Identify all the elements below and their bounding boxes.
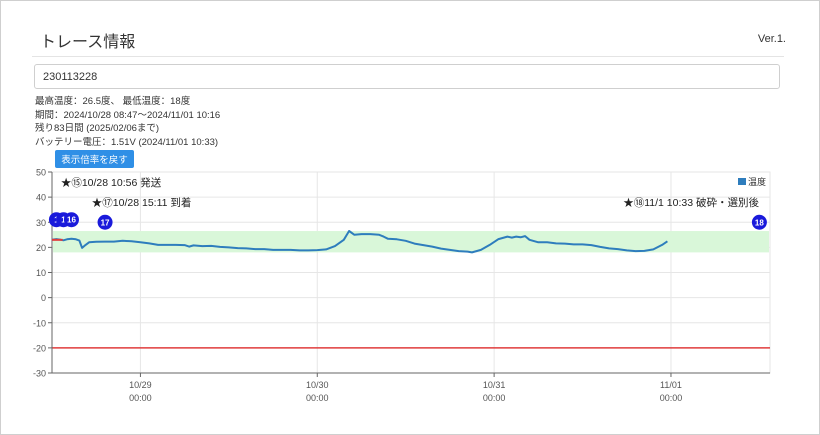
reset-zoom-button[interactable]: 表示倍率を戻す <box>55 150 134 168</box>
event-annotation: ★⑮10/28 10:56 発送 <box>61 176 162 189</box>
temperature-summary: 最高温度：26.5度、 最低温度：18度 <box>35 96 191 107</box>
chart-legend[interactable]: 温度 <box>738 176 766 187</box>
event-marker-circle <box>97 214 113 230</box>
x-tick-label: 00:00 <box>129 393 152 403</box>
battery-voltage-text: バッテリー電圧：1.51V (2024/11/01 10:33) <box>35 137 219 148</box>
x-tick-label: 10/29 <box>129 380 152 390</box>
event-marker-label: 18 <box>755 218 764 227</box>
y-tick-label: 0 <box>41 293 46 303</box>
trace-id-input[interactable] <box>34 64 780 89</box>
temperature-series-line <box>51 230 668 254</box>
x-tick-label: 00:00 <box>306 393 329 403</box>
y-tick-label: 40 <box>36 193 46 203</box>
x-tick-label: 11/01 <box>660 380 682 390</box>
event-marker[interactable]: 17 <box>97 214 113 230</box>
event-marker[interactable]: 18 <box>751 214 767 230</box>
y-tick-label: 30 <box>36 218 46 228</box>
y-tick-label: 50 <box>36 168 46 178</box>
remaining-days-text: 残り83日間 (2025/02/06まで) <box>35 123 160 134</box>
event-annotation: ★⑱11/1 10:33 破砕・選別後 <box>623 196 759 209</box>
event-marker-label: 1 <box>61 216 66 225</box>
temperature-chart[interactable]: 50 40 30 20 10 0 -10 -20 -30 10/29 00:00 10/30 00:0… <box>0 160 820 410</box>
version-label: Ver.1. <box>757 33 786 45</box>
x-tick-label: 10/30 <box>306 380 329 390</box>
y-tick-label: 10 <box>36 268 46 278</box>
x-tick-label: 10/31 <box>483 380 506 390</box>
y-tick-label: -30 <box>33 369 46 379</box>
header-divider <box>32 56 784 57</box>
y-tick-label: -10 <box>33 318 46 328</box>
event-marker-circle <box>63 212 79 228</box>
event-marker-circle <box>751 214 767 230</box>
event-marker-label: 17 <box>101 218 110 227</box>
x-tick-label: 00:00 <box>483 393 506 403</box>
event-annotation: ★⑰10/28 15:11 到着 <box>92 196 192 209</box>
event-marker[interactable]: 16 <box>63 212 79 228</box>
legend-label: 温度 <box>748 176 766 187</box>
event-marker-label: 16 <box>67 216 76 225</box>
x-tick-label: 00:00 <box>660 393 683 403</box>
page-title: トレース情報 <box>40 34 136 51</box>
y-tick-label: 20 <box>36 243 46 253</box>
period-text: 期間：2024/10/28 08:47～2024/11/01 10:16 <box>35 110 221 121</box>
y-tick-label: -20 <box>33 343 46 353</box>
legend-swatch <box>738 178 746 185</box>
